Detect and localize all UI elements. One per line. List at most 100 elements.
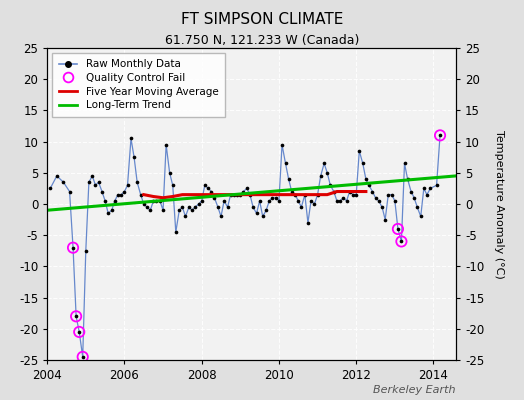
Point xyxy=(69,244,77,251)
Point xyxy=(162,142,170,148)
Point xyxy=(271,194,280,201)
Point xyxy=(210,194,219,201)
Point xyxy=(220,198,228,204)
Text: 61.750 N, 121.233 W (Canada): 61.750 N, 121.233 W (Canada) xyxy=(165,34,359,47)
Point xyxy=(79,354,87,360)
Point xyxy=(207,188,215,195)
Point xyxy=(246,192,254,198)
Point xyxy=(368,188,377,195)
Point xyxy=(52,173,61,179)
Point xyxy=(297,204,305,210)
Point xyxy=(191,204,199,210)
Point xyxy=(88,173,96,179)
Point xyxy=(217,213,225,220)
Point xyxy=(133,179,141,185)
Point xyxy=(330,188,338,195)
Point xyxy=(400,160,409,167)
Legend: Raw Monthly Data, Quality Control Fail, Five Year Moving Average, Long-Term Tren: Raw Monthly Data, Quality Control Fail, … xyxy=(52,53,225,117)
Point xyxy=(253,210,261,216)
Point xyxy=(59,179,68,185)
Point xyxy=(172,229,180,235)
Point xyxy=(169,182,177,188)
Point xyxy=(94,179,103,185)
Point xyxy=(198,198,206,204)
Point xyxy=(436,132,444,138)
Point xyxy=(101,198,110,204)
Point xyxy=(143,204,151,210)
Point xyxy=(91,182,100,188)
Point xyxy=(79,354,87,360)
Point xyxy=(388,192,396,198)
Point xyxy=(365,182,373,188)
Point xyxy=(146,207,155,214)
Point xyxy=(262,207,270,214)
Point xyxy=(420,185,428,192)
Point xyxy=(394,226,402,232)
Point xyxy=(175,207,183,214)
Point xyxy=(358,160,367,167)
Point xyxy=(275,198,283,204)
Point xyxy=(307,198,315,204)
Point xyxy=(320,160,329,167)
Point xyxy=(75,329,83,335)
Point xyxy=(185,204,193,210)
Point xyxy=(117,192,126,198)
Point xyxy=(188,207,196,214)
Point xyxy=(384,192,392,198)
Point xyxy=(349,192,357,198)
Point xyxy=(236,192,245,198)
Point xyxy=(239,188,248,195)
Point xyxy=(178,204,187,210)
Point xyxy=(313,192,322,198)
Point xyxy=(233,192,242,198)
Point xyxy=(69,244,77,251)
Point xyxy=(107,207,116,214)
Point xyxy=(214,204,222,210)
Point xyxy=(301,192,309,198)
Point xyxy=(316,173,325,179)
Point xyxy=(75,329,83,335)
Point xyxy=(345,188,354,195)
Point xyxy=(243,185,251,192)
Point xyxy=(136,192,145,198)
Point xyxy=(111,198,119,204)
Point xyxy=(310,201,319,207)
Point xyxy=(66,188,74,195)
Point xyxy=(352,192,361,198)
Point xyxy=(255,198,264,204)
Point xyxy=(166,170,174,176)
Point xyxy=(326,182,334,188)
Point xyxy=(268,194,277,201)
Point xyxy=(204,185,212,192)
Point xyxy=(249,204,257,210)
Point xyxy=(436,132,444,138)
Point xyxy=(333,198,341,204)
Point xyxy=(85,179,93,185)
Point xyxy=(378,204,386,210)
Point xyxy=(362,176,370,182)
Text: Berkeley Earth: Berkeley Earth xyxy=(374,385,456,395)
Point xyxy=(372,194,380,201)
Point xyxy=(375,198,383,204)
Point xyxy=(130,154,138,160)
Point xyxy=(127,135,135,142)
Point xyxy=(423,192,431,198)
Point xyxy=(294,198,302,204)
Point xyxy=(304,220,312,226)
Point xyxy=(323,170,331,176)
Point xyxy=(194,201,203,207)
Point xyxy=(98,188,106,195)
Point xyxy=(281,160,290,167)
Point xyxy=(201,182,209,188)
Point xyxy=(397,238,406,245)
Point xyxy=(120,188,128,195)
Point xyxy=(391,198,399,204)
Point xyxy=(355,148,364,154)
Point xyxy=(413,204,421,210)
Point xyxy=(381,216,389,223)
Point xyxy=(339,194,347,201)
Point xyxy=(139,201,148,207)
Point xyxy=(285,176,293,182)
Point xyxy=(230,192,238,198)
Point xyxy=(432,182,441,188)
